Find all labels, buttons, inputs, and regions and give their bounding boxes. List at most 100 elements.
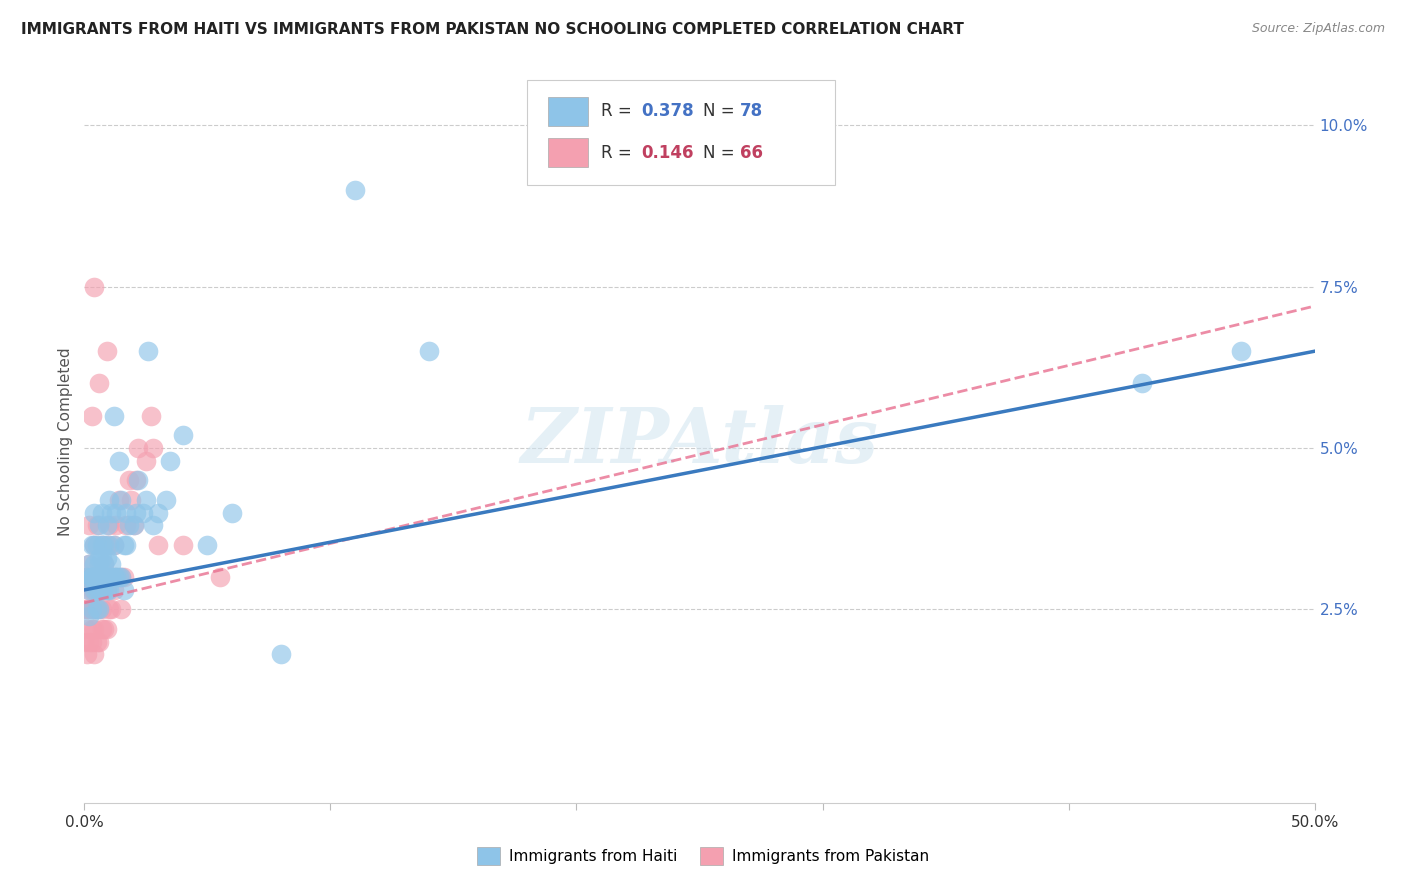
Point (86, 602, 108, 616)
Point (79, 557, 101, 571)
Point (98, 570, 120, 584)
Point (83, 582, 105, 597)
Point (100, 557, 122, 571)
FancyBboxPatch shape (548, 97, 588, 126)
Point (80, 570, 103, 584)
Point (98, 570, 120, 584)
Point (96, 550, 118, 565)
Legend: Immigrants from Haiti, Immigrants from Pakistan: Immigrants from Haiti, Immigrants from P… (471, 841, 935, 871)
Point (93, 538, 115, 552)
Point (83, 602, 105, 616)
Point (90, 538, 112, 552)
Point (103, 538, 125, 552)
Point (80, 570, 103, 584)
Point (96, 570, 118, 584)
Point (90, 582, 112, 597)
Point (112, 582, 135, 597)
Point (83, 622, 105, 636)
Point (93, 557, 115, 571)
Point (118, 518, 141, 533)
Point (118, 473, 141, 487)
Point (1229, 344, 1253, 359)
Point (135, 454, 157, 468)
Point (90, 506, 112, 520)
Point (112, 538, 135, 552)
Point (76, 648, 98, 662)
Point (148, 538, 170, 552)
Point (86, 570, 108, 584)
Point (105, 506, 128, 520)
Point (87, 570, 111, 584)
Point (96, 582, 118, 597)
Point (128, 441, 150, 455)
Point (86, 518, 108, 533)
Point (159, 454, 181, 468)
Point (108, 492, 131, 507)
Point (90, 622, 112, 636)
Point (80, 602, 103, 616)
Point (138, 344, 160, 359)
Point (98, 602, 120, 616)
Point (98, 518, 120, 533)
Point (270, 648, 292, 662)
Point (110, 492, 132, 507)
Point (197, 538, 219, 552)
Point (87, 557, 111, 571)
Point (125, 506, 148, 520)
Point (83, 557, 105, 571)
Point (96, 538, 118, 552)
Text: R =: R = (602, 103, 637, 120)
Point (80, 570, 103, 584)
Text: N =: N = (703, 103, 740, 120)
Point (86, 538, 108, 552)
Point (93, 570, 115, 584)
Point (105, 518, 128, 533)
Point (120, 492, 142, 507)
Text: 0.378: 0.378 (641, 103, 695, 120)
Point (80, 570, 103, 584)
Point (76, 570, 98, 584)
Point (80, 634, 103, 648)
Text: 78: 78 (740, 103, 763, 120)
Point (100, 506, 122, 520)
Point (115, 538, 138, 552)
Point (73, 634, 96, 648)
Point (105, 570, 128, 584)
FancyBboxPatch shape (548, 138, 588, 167)
Point (96, 344, 118, 359)
Point (76, 602, 98, 616)
Point (208, 570, 231, 584)
Point (87, 602, 111, 616)
Point (87, 582, 111, 597)
Point (79, 602, 101, 616)
Point (100, 602, 122, 616)
Point (122, 518, 145, 533)
Point (93, 582, 115, 597)
Point (115, 506, 138, 520)
Text: Source: ZipAtlas.com: Source: ZipAtlas.com (1251, 22, 1385, 36)
Point (83, 570, 105, 584)
Point (93, 557, 115, 571)
Point (73, 602, 96, 616)
Point (87, 518, 111, 533)
Point (103, 409, 125, 423)
Point (115, 518, 138, 533)
Point (142, 441, 165, 455)
Point (83, 279, 105, 293)
Point (83, 538, 105, 552)
Point (90, 538, 112, 552)
Point (122, 518, 145, 533)
Point (100, 570, 122, 584)
Point (86, 570, 108, 584)
Point (90, 550, 112, 565)
Point (132, 506, 155, 520)
Point (79, 582, 101, 597)
Point (83, 538, 105, 552)
Point (87, 570, 111, 584)
Point (142, 518, 165, 533)
Point (79, 582, 101, 597)
Point (96, 582, 118, 597)
Point (80, 582, 103, 597)
Point (86, 582, 108, 597)
Point (103, 582, 125, 597)
